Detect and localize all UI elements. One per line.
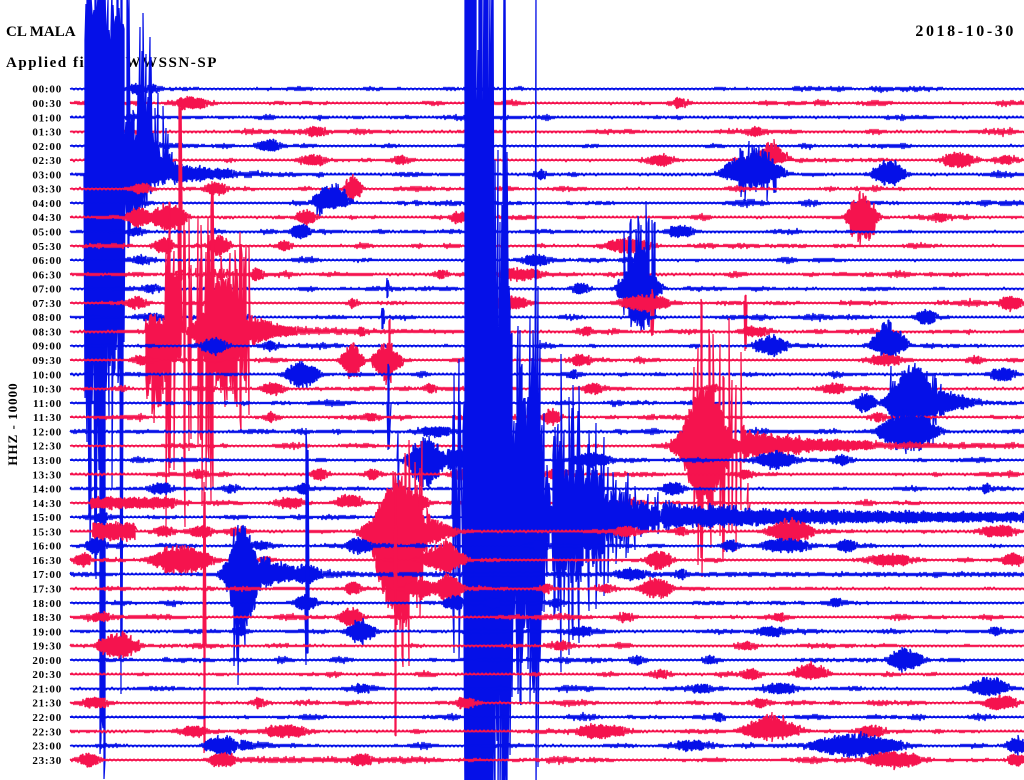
svg-text:05:00: 05:00	[32, 227, 62, 239]
svg-text:22:30: 22:30	[32, 726, 62, 738]
svg-text:16:30: 16:30	[32, 555, 62, 567]
svg-text:2018-10-30: 2018-10-30	[915, 23, 1016, 40]
svg-text:21:00: 21:00	[32, 684, 62, 696]
svg-text:04:30: 04:30	[32, 212, 62, 224]
svg-text:07:30: 07:30	[32, 298, 62, 310]
svg-text:02:30: 02:30	[32, 155, 62, 167]
svg-text:22:00: 22:00	[32, 712, 62, 724]
svg-text:10:00: 10:00	[32, 369, 62, 381]
svg-text:23:00: 23:00	[32, 741, 62, 753]
svg-text:01:00: 01:00	[32, 112, 62, 124]
svg-text:05:30: 05:30	[32, 241, 62, 253]
svg-text:14:00: 14:00	[32, 484, 62, 496]
svg-text:12:00: 12:00	[32, 426, 62, 438]
svg-text:13:30: 13:30	[32, 469, 62, 481]
svg-text:13:00: 13:00	[32, 455, 62, 467]
svg-text:06:00: 06:00	[32, 255, 62, 267]
svg-text:01:30: 01:30	[32, 127, 62, 139]
svg-text:09:00: 09:00	[32, 341, 62, 353]
svg-text:18:30: 18:30	[32, 612, 62, 624]
svg-text:03:30: 03:30	[32, 184, 62, 196]
svg-text:08:00: 08:00	[32, 312, 62, 324]
svg-text:14:30: 14:30	[32, 498, 62, 510]
svg-text:15:30: 15:30	[32, 526, 62, 538]
svg-text:00:00: 00:00	[32, 84, 62, 96]
svg-text:11:00: 11:00	[33, 398, 62, 410]
svg-text:06:30: 06:30	[32, 269, 62, 281]
svg-text:10:30: 10:30	[32, 384, 62, 396]
svg-text:21:30: 21:30	[32, 698, 62, 710]
svg-text:00:30: 00:30	[32, 98, 62, 110]
svg-text:17:30: 17:30	[32, 584, 62, 596]
svg-text:20:00: 20:00	[32, 655, 62, 667]
svg-text:03:00: 03:00	[32, 169, 62, 181]
svg-text:19:30: 19:30	[32, 641, 62, 653]
svg-text:12:30: 12:30	[32, 441, 62, 453]
svg-text:20:30: 20:30	[32, 669, 62, 681]
svg-text:17:00: 17:00	[32, 569, 62, 581]
svg-text:11:30: 11:30	[33, 412, 62, 424]
svg-text:HHZ - 10000: HHZ - 10000	[5, 382, 20, 465]
svg-text:19:00: 19:00	[32, 626, 62, 638]
svg-text:09:30: 09:30	[32, 355, 62, 367]
svg-text:04:00: 04:00	[32, 198, 62, 210]
svg-text:07:00: 07:00	[32, 284, 62, 296]
svg-text:16:00: 16:00	[32, 541, 62, 553]
svg-text:23:30: 23:30	[32, 755, 62, 767]
svg-text:02:00: 02:00	[32, 141, 62, 153]
svg-text:CL MALA: CL MALA	[6, 24, 76, 40]
svg-text:15:00: 15:00	[32, 512, 62, 524]
svg-text:18:00: 18:00	[32, 598, 62, 610]
svg-text:08:30: 08:30	[32, 327, 62, 339]
